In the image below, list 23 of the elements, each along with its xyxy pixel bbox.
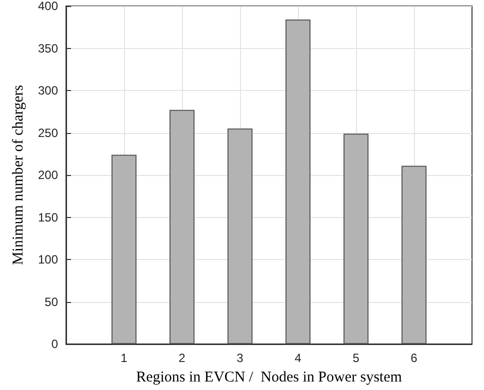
bar [402,166,426,344]
x-tick-label: 2 [178,351,186,365]
y-tick-label: 100 [38,252,58,266]
x-tick-label: 4 [294,351,302,365]
x-tick-label: 5 [352,351,360,365]
bar [170,110,194,344]
y-tick-label: 200 [38,168,58,182]
bar [112,154,136,344]
bar [286,20,310,344]
y-tick-label: 350 [38,41,58,56]
x-axis-title: Regions in EVCN / Nodes in Power system [136,370,402,386]
bar [228,128,252,344]
y-tick-label: 400 [38,0,58,13]
y-tick-label: 0 [51,337,58,351]
y-axis-title: Minimum number of chargers [10,84,26,266]
y-tick-label: 300 [38,84,58,98]
bar [344,134,368,344]
x-tick-label: 6 [410,351,418,365]
x-tick-label: 1 [120,351,128,365]
x-tick-label: 3 [236,351,244,365]
y-tick-label: 250 [38,126,58,140]
y-tick-label: 50 [44,294,58,309]
y-tick-label: 150 [38,210,58,224]
